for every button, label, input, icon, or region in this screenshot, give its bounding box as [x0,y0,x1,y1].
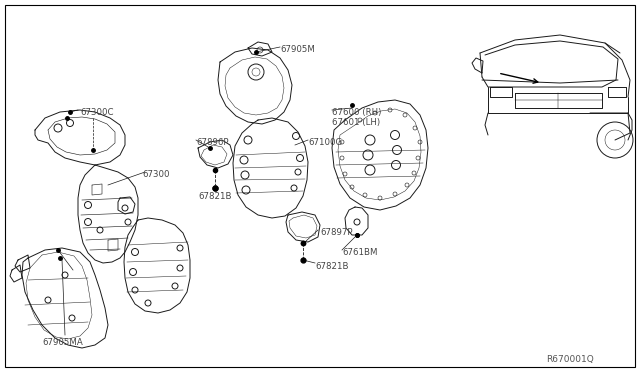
Text: R670001Q: R670001Q [546,355,594,364]
Text: 67821B: 67821B [198,192,232,201]
Text: 67300: 67300 [142,170,170,179]
Text: 67300C: 67300C [80,108,113,117]
Text: 67601 (LH): 67601 (LH) [332,118,380,127]
Text: 67896P: 67896P [196,138,228,147]
Text: 67100G: 67100G [308,138,342,147]
Text: 67905MA: 67905MA [42,338,83,347]
Text: 6761BM: 6761BM [342,248,378,257]
Text: 67905M: 67905M [280,45,315,54]
Text: 67600 (RH): 67600 (RH) [332,108,381,117]
Text: 67821B: 67821B [315,262,349,271]
Text: 67897P: 67897P [320,228,353,237]
